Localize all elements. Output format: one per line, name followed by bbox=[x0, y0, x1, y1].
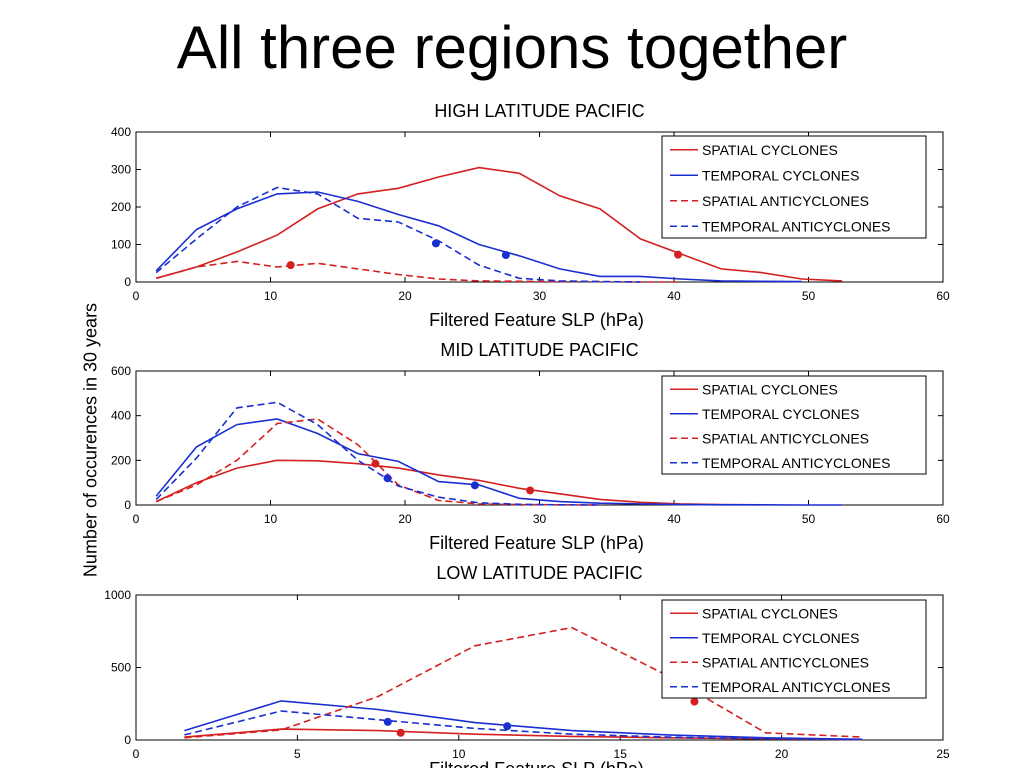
legend-entry: SPATIAL CYCLONES bbox=[702, 605, 838, 621]
y-tick-label: 100 bbox=[111, 238, 131, 252]
legend-entry: TEMPORAL CYCLONES bbox=[702, 406, 859, 422]
series-marker-spatial-anticyclones bbox=[371, 459, 380, 468]
legend-entry: SPATIAL ANTICYCLONES bbox=[702, 193, 869, 209]
x-tick-label: 30 bbox=[533, 512, 547, 526]
series-line-temporal-anticyclones bbox=[155, 401, 601, 506]
x-tick-label: 20 bbox=[398, 512, 412, 526]
legend-entry: SPATIAL ANTICYCLONES bbox=[702, 654, 869, 670]
y-tick-label: 400 bbox=[111, 125, 131, 139]
x-tick-label: 15 bbox=[614, 747, 628, 761]
y-tick-label: 600 bbox=[111, 364, 131, 378]
x-axis-label: Filtered Feature SLP (hPa) bbox=[429, 533, 644, 553]
series-line-temporal-anticyclones bbox=[184, 710, 863, 741]
y-tick-label: 500 bbox=[111, 661, 131, 675]
y-tick-label: 0 bbox=[124, 275, 131, 289]
legend: SPATIAL CYCLONES TEMPORAL CYCLONES SPATIAL… bbox=[661, 375, 927, 475]
legend-entry: TEMPORAL ANTICYCLONES bbox=[702, 455, 891, 471]
panel-title: LOW LATITUDE PACIFIC bbox=[436, 563, 642, 583]
x-tick-label: 40 bbox=[667, 289, 681, 303]
legend-entry: TEMPORAL CYCLONES bbox=[702, 630, 859, 646]
series-marker-temporal-cyclones bbox=[501, 251, 510, 259]
legend-entry: SPATIAL ANTICYCLONES bbox=[702, 430, 869, 446]
legend-entry: TEMPORAL CYCLONES bbox=[702, 167, 859, 183]
y-tick-label: 200 bbox=[111, 453, 131, 467]
series-line-temporal-cyclones bbox=[155, 418, 843, 506]
x-tick-label: 10 bbox=[264, 289, 278, 303]
legend-box bbox=[661, 375, 927, 475]
y-tick-label: 400 bbox=[111, 409, 131, 423]
y-tick-label: 200 bbox=[111, 200, 131, 214]
x-axis-label: Filtered Feature SLP (hPa) bbox=[429, 759, 644, 768]
series-marker-temporal-anticyclones bbox=[431, 239, 440, 248]
series-marker-temporal-cyclones bbox=[503, 722, 512, 731]
series-line-spatial-cyclones bbox=[184, 728, 863, 741]
x-tick-label: 10 bbox=[264, 512, 278, 526]
series-marker-spatial-anticyclones bbox=[286, 261, 295, 270]
chart-panel-1: HIGH LATITUDE PACIFIC 0 10 20 30 40 50 60 0 100 20… bbox=[111, 101, 950, 330]
panel-title: MID LATITUDE PACIFIC bbox=[440, 340, 638, 360]
legend-box bbox=[661, 135, 927, 239]
x-tick-label: 60 bbox=[936, 289, 950, 303]
x-tick-label: 30 bbox=[533, 289, 547, 303]
series-marker-spatial-cyclones bbox=[396, 728, 405, 737]
legend-box bbox=[661, 599, 927, 699]
y-tick-label: 300 bbox=[111, 163, 131, 177]
chart-panel-3: LOW LATITUDE PACIFIC 0 5 10 15 20 25 0 500 1000 SP… bbox=[104, 563, 950, 768]
series-marker-spatial-cyclones bbox=[674, 250, 683, 259]
legend-entry: SPATIAL CYCLONES bbox=[702, 381, 838, 397]
series-line-temporal-cyclones bbox=[184, 700, 863, 741]
series-marker-temporal-anticyclones bbox=[383, 474, 392, 483]
legend: SPATIAL CYCLONES TEMPORAL CYCLONES SPATIAL… bbox=[661, 599, 927, 699]
x-tick-label: 0 bbox=[133, 747, 140, 761]
x-tick-label: 0 bbox=[133, 512, 140, 526]
series-line-spatial-anticyclones bbox=[184, 626, 863, 739]
x-tick-label: 60 bbox=[936, 512, 950, 526]
x-tick-label: 25 bbox=[936, 747, 950, 761]
series-marker-temporal-anticyclones bbox=[383, 717, 392, 726]
series-marker-spatial-anticyclones bbox=[690, 697, 699, 706]
x-tick-label: 20 bbox=[775, 747, 789, 761]
y-tick-label: 1000 bbox=[104, 588, 131, 602]
legend: SPATIAL CYCLONES TEMPORAL CYCLONES SPATIAL… bbox=[661, 135, 927, 239]
x-tick-label: 50 bbox=[802, 289, 816, 303]
series-line-spatial-cyclones bbox=[155, 459, 762, 506]
legend-entry: SPATIAL CYCLONES bbox=[702, 142, 838, 158]
series-line-spatial-cyclones bbox=[155, 166, 843, 282]
series-marker-spatial-cyclones bbox=[526, 486, 535, 495]
x-tick-label: 10 bbox=[452, 747, 466, 761]
legend-entry: TEMPORAL ANTICYCLONES bbox=[702, 679, 891, 695]
slide-title: All three regions together bbox=[176, 14, 848, 81]
y-tick-label: 0 bbox=[124, 733, 131, 747]
series-line-temporal-anticyclones bbox=[155, 186, 641, 283]
series-marker-temporal-cyclones bbox=[470, 481, 479, 490]
panel-title: HIGH LATITUDE PACIFIC bbox=[434, 101, 644, 121]
x-tick-label: 40 bbox=[667, 512, 681, 526]
x-tick-label: 5 bbox=[294, 747, 301, 761]
series-line-temporal-cyclones bbox=[155, 191, 802, 283]
x-tick-label: 0 bbox=[133, 289, 140, 303]
legend-entry: TEMPORAL ANTICYCLONES bbox=[702, 218, 891, 234]
x-tick-label: 20 bbox=[398, 289, 412, 303]
x-tick-label: 50 bbox=[802, 512, 816, 526]
y-tick-label: 0 bbox=[124, 498, 131, 512]
x-axis-label: Filtered Feature SLP (hPa) bbox=[429, 310, 644, 330]
